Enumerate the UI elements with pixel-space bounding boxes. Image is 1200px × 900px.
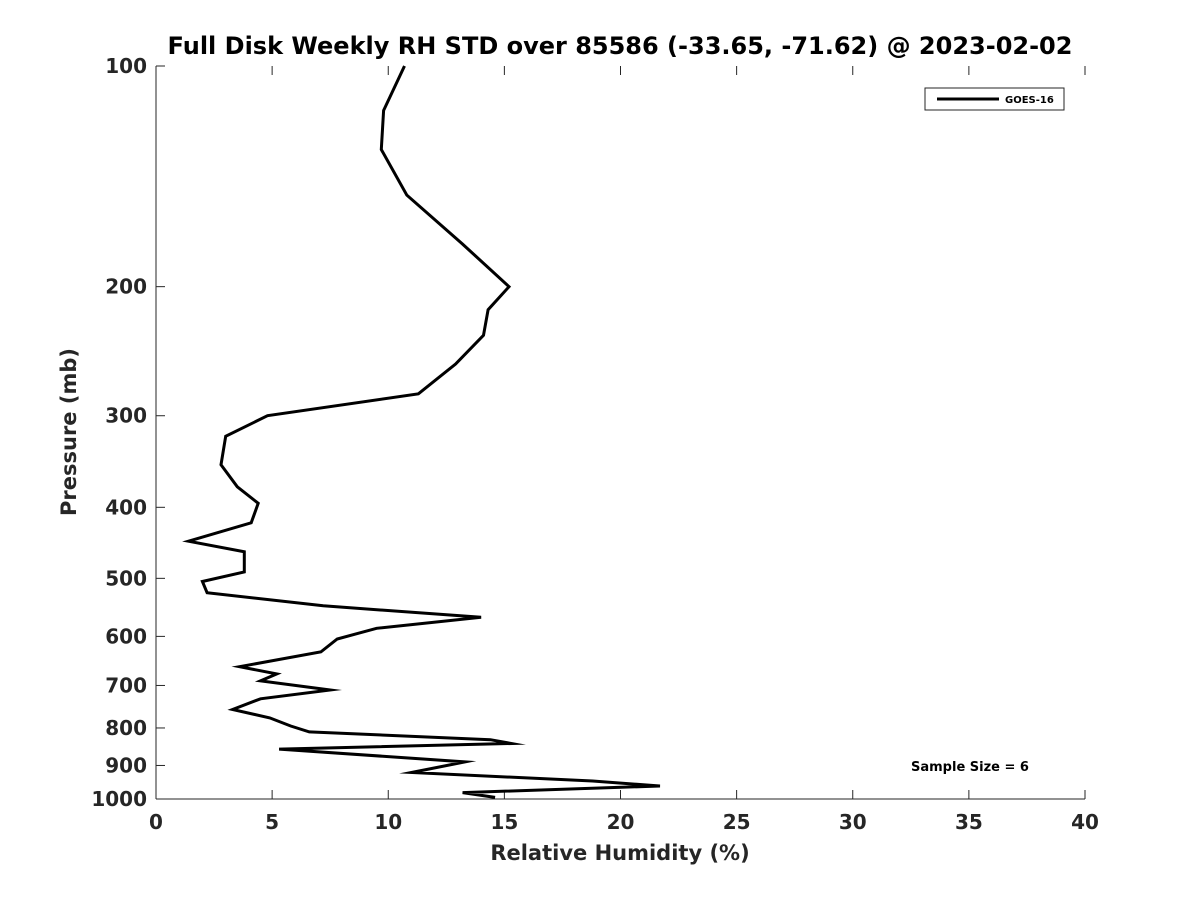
- x-tick-label: 5: [265, 810, 279, 834]
- x-axis-label: Relative Humidity (%): [490, 841, 749, 865]
- y-axis-label: Pressure (mb): [57, 348, 81, 516]
- y-tick-label: 300: [105, 404, 147, 428]
- y-tick-label: 200: [105, 275, 147, 299]
- y-tick-label: 800: [105, 716, 147, 740]
- y-tick-label: 1000: [91, 787, 147, 811]
- chart-title: Full Disk Weekly RH STD over 85586 (-33.…: [168, 32, 1073, 60]
- y-tick-label: 700: [105, 673, 147, 697]
- series-layer: [182, 65, 661, 799]
- legend-label-goes16: GOES-16: [1005, 95, 1054, 106]
- legend: GOES-16: [924, 87, 1065, 111]
- x-tick-label: 40: [1071, 810, 1099, 834]
- y-tick-label: 100: [105, 54, 147, 78]
- sample-size-annotation: Sample Size = 6: [911, 760, 1029, 775]
- y-tick-label: 600: [105, 624, 147, 648]
- x-tick-label: 35: [955, 810, 983, 834]
- x-tick-label: 20: [607, 810, 635, 834]
- y-tick-label: 500: [105, 566, 147, 590]
- x-tick-label: 30: [839, 810, 867, 834]
- x-tick-label: 25: [723, 810, 751, 834]
- y-tick-label: 900: [105, 753, 147, 777]
- x-axis-ticks: 0 5 10 15 20 25 30 35 40: [149, 66, 1099, 834]
- plot-area: [156, 66, 1085, 799]
- y-axis-ticks: 100 200 300 400 500 600 700 800 900 1000: [91, 54, 165, 811]
- y-tick-label: 400: [105, 495, 147, 519]
- x-tick-label: 10: [374, 810, 402, 834]
- x-tick-label: 0: [149, 810, 163, 834]
- x-tick-label: 15: [490, 810, 518, 834]
- series-line-goes16: [182, 65, 661, 799]
